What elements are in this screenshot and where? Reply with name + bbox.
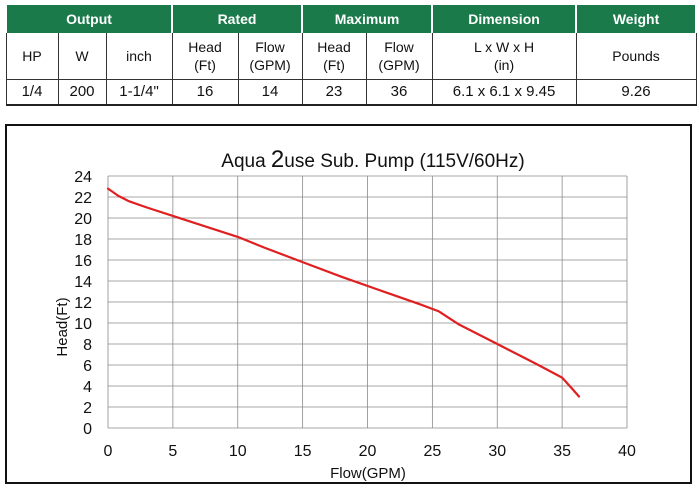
table-row: 1/4 200 1-1/4" 16 14 23 36 6.1 x 6.1 x 9… <box>5 79 697 106</box>
group-header-weight: Weight <box>575 3 698 33</box>
y-tick-label: 0 <box>83 421 92 438</box>
group-header-row: Output Rated Maximum Dimension Weight <box>4 3 698 33</box>
y-tick-label: 4 <box>83 379 92 396</box>
value-max-flow: 36 <box>365 79 433 106</box>
subheader-max-head: Head (Ft) <box>301 32 367 80</box>
y-axis-label: Head(Ft) <box>54 297 71 356</box>
x-tick-label: 15 <box>294 443 312 460</box>
chart-frame: 0 5 10 15 20 25 30 35 40 0 2 4 6 8 10 12 14 16 18 20 22 24 Aq… <box>5 124 692 484</box>
group-header-output: Output <box>4 3 174 33</box>
x-tick-label: 10 <box>229 443 247 460</box>
y-tick-label: 8 <box>83 337 92 354</box>
series-layer <box>106 187 581 398</box>
y-tick-label: 24 <box>74 169 92 186</box>
spec-table: Output Rated Maximum Dimension Weight HP… <box>4 3 698 106</box>
y-tick-label: 12 <box>74 295 92 312</box>
subheader-rated-head: Head (Ft) <box>171 32 239 80</box>
chart-title-prefix: Aqua <box>221 151 271 172</box>
value-hp: 1/4 <box>5 79 59 106</box>
subheader-w: W <box>57 32 107 80</box>
value-weight: 9.26 <box>575 79 697 106</box>
y-tick-label: 10 <box>74 316 92 333</box>
x-tick-label: 30 <box>488 443 506 460</box>
subheader-row: HP W inch Head (Ft) Flow (GPM) Head (Ft) Fl… <box>5 32 697 80</box>
subheader-pounds: Pounds <box>575 32 697 80</box>
value-w: 200 <box>57 79 107 106</box>
x-tick-label: 0 <box>104 443 113 460</box>
y-tick-label: 20 <box>74 211 92 228</box>
y-tick-label: 18 <box>74 232 92 249</box>
chart-title-suffix: use Sub. Pump (115V/60Hz) <box>284 151 524 172</box>
x-tick-label: 35 <box>553 443 571 460</box>
group-header-maximum: Maximum <box>301 3 434 33</box>
x-tick-label: 20 <box>359 443 377 460</box>
x-axis-label: Flow(GPM) <box>330 465 406 482</box>
value-dimension: 6.1 x 6.1 x 9.45 <box>431 79 577 106</box>
y-tick-label: 14 <box>74 274 92 291</box>
chart-title: Aqua 2use Sub. Pump (115V/60Hz) <box>221 146 524 173</box>
y-tick-label: 2 <box>83 400 92 417</box>
series-line <box>106 187 581 398</box>
value-inch: 1-1/4" <box>105 79 173 106</box>
x-tick-label: 40 <box>618 443 636 460</box>
chart-title-emph: 2 <box>271 146 284 173</box>
group-header-dimension: Dimension <box>431 3 578 33</box>
subheader-hp: HP <box>5 32 59 80</box>
y-tick-label: 22 <box>74 190 92 207</box>
y-tick-label: 6 <box>83 358 92 375</box>
subheader-dimension: L x W x H (in) <box>431 32 577 80</box>
value-max-head: 23 <box>301 79 367 106</box>
value-rated-head: 16 <box>171 79 239 106</box>
subheader-rated-flow: Flow (GPM) <box>237 32 303 80</box>
subheader-inch: inch <box>105 32 173 80</box>
x-tick-label: 5 <box>168 443 177 460</box>
y-tick-label: 16 <box>74 253 92 270</box>
grid <box>107 175 628 429</box>
subheader-max-flow: Flow (GPM) <box>365 32 433 80</box>
value-rated-flow: 14 <box>237 79 303 106</box>
x-tick-label: 25 <box>423 443 441 460</box>
group-header-rated: Rated <box>171 3 304 33</box>
